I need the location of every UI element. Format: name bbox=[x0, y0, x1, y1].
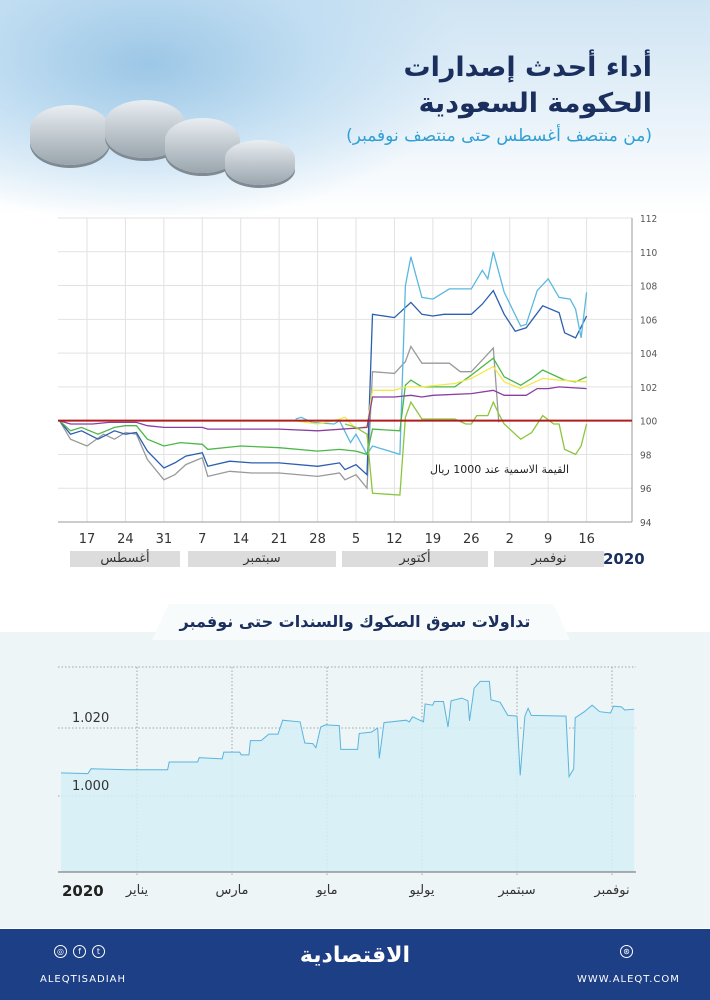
x-tick-label: 17 bbox=[79, 532, 96, 547]
series-line-6 bbox=[59, 386, 587, 432]
series-line-7 bbox=[344, 400, 588, 496]
month-band-september: سبتمبر bbox=[188, 551, 336, 567]
x-tick-label: 5 bbox=[352, 532, 360, 547]
y-tick-label: 110 bbox=[640, 248, 657, 259]
brand-logo: الاقتصادية bbox=[299, 943, 411, 968]
x-tick-label: يوليو bbox=[409, 883, 435, 898]
footer: ◎ f t ALEQTISADIAH الاقتصادية ⊛ WWW.ALEQ… bbox=[0, 929, 710, 1000]
lower-title-tab bbox=[152, 604, 570, 640]
title-line-2: الحكومة السعودية bbox=[418, 88, 652, 119]
facebook-icon[interactable]: f bbox=[73, 945, 86, 958]
x-tick-label: مارس bbox=[215, 883, 248, 898]
y-tick-label: 100 bbox=[640, 417, 657, 428]
x-tick-label: 9 bbox=[544, 532, 552, 547]
series-line bbox=[60, 680, 635, 779]
x-tick-label: نوفمبر bbox=[593, 883, 629, 898]
y-tick-label: 94 bbox=[640, 518, 652, 529]
year-label: 2020 bbox=[603, 550, 645, 568]
y-tick-label: 1.000 bbox=[72, 779, 109, 794]
y-tick-label: 96 bbox=[640, 484, 652, 495]
x-tick-label: 14 bbox=[232, 532, 249, 547]
y-tick-label: 108 bbox=[640, 282, 657, 293]
x-tick-label: مايو bbox=[315, 883, 337, 898]
month-band-november: نوفمبر bbox=[494, 551, 604, 567]
x-tick-label: 31 bbox=[156, 532, 173, 547]
x-tick-label: سبتمبر bbox=[497, 883, 535, 898]
coin-stack-image bbox=[225, 140, 295, 185]
header-banner: أداء أحدث إصدارات الحكومة السعودية (من م… bbox=[0, 0, 710, 215]
series-line-3 bbox=[295, 251, 588, 456]
y-tick-label: 106 bbox=[640, 315, 657, 326]
y-tick-label: 98 bbox=[640, 450, 652, 461]
website-link[interactable]: WWW.ALEQT.COM bbox=[577, 974, 680, 985]
x-tick-label: 2 bbox=[506, 532, 514, 547]
x-tick-label: 19 bbox=[425, 532, 442, 547]
social-handle[interactable]: ALEQTISADIAH bbox=[40, 974, 127, 985]
y-tick-label: 104 bbox=[640, 349, 657, 360]
instagram-icon[interactable]: ◎ bbox=[54, 945, 67, 958]
bond-performance-chart: 94 96 98 100 102 104 106 108 110 112 17 24 31 7 14 21 28… bbox=[58, 214, 657, 547]
coin-stack-image bbox=[30, 105, 110, 165]
x-tick-label: يناير bbox=[125, 883, 149, 898]
x-tick-label: 7 bbox=[198, 532, 206, 547]
month-band-august: أغسطس bbox=[70, 551, 180, 567]
sukuk-bond-trading-chart: يناير مارس مايو يوليو سبتمبر نوفمبر 1.020 1.000 bbox=[58, 666, 636, 898]
series-line-1 bbox=[58, 344, 500, 490]
par-value-annotation: القيمة الاسمية عند 1000 ريال bbox=[430, 463, 570, 476]
y-tick-label: 102 bbox=[640, 383, 657, 394]
area-fill bbox=[61, 681, 635, 872]
x-tick-label: 21 bbox=[271, 532, 288, 547]
x-tick-label: 28 bbox=[309, 532, 326, 547]
series-line-5 bbox=[295, 365, 587, 430]
page-subtitle: (من منتصف أغسطس حتى منتصف نوفمبر) bbox=[346, 126, 652, 146]
series-line-4 bbox=[59, 357, 587, 456]
x-tick-label: 16 bbox=[578, 532, 595, 547]
web-icon[interactable]: ⊛ bbox=[620, 945, 633, 958]
x-tick-label: 12 bbox=[386, 532, 403, 547]
year-label-lower: 2020 bbox=[62, 882, 104, 900]
month-band-october: أكتوبر bbox=[342, 551, 488, 567]
series-line-2 bbox=[58, 289, 588, 477]
x-tick-label: 26 bbox=[463, 532, 480, 547]
y-tick-label: 112 bbox=[640, 214, 657, 225]
lower-chart-title: تداولات سوق الصكوك والسندات حتى نوفمبر bbox=[179, 612, 531, 631]
y-tick-label: 1.020 bbox=[72, 711, 109, 726]
title-line-1: أداء أحدث إصدارات bbox=[403, 52, 652, 83]
twitter-icon[interactable]: t bbox=[92, 945, 105, 958]
page-title: أداء أحدث إصدارات الحكومة السعودية bbox=[403, 50, 652, 122]
x-tick-label: 24 bbox=[117, 532, 134, 547]
